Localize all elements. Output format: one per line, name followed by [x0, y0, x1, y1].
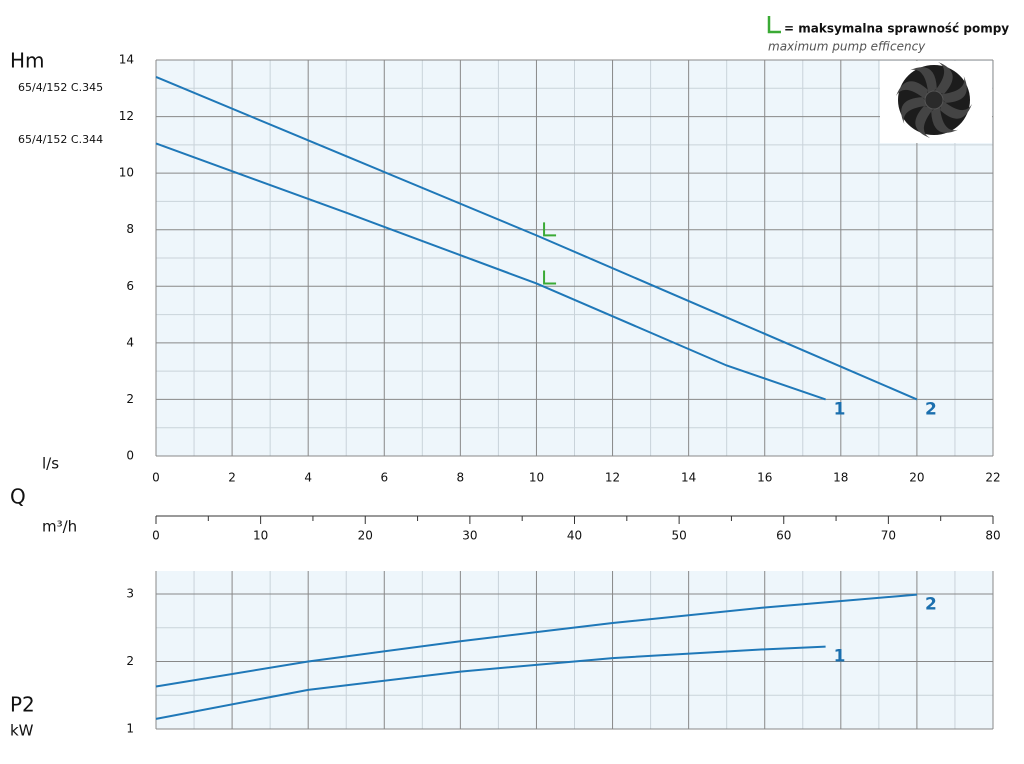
x-tick-label: 10 — [253, 529, 268, 543]
model-label: 65/4/152 C.344 — [18, 133, 103, 146]
impeller-hub — [924, 90, 944, 110]
series-label: 1 — [834, 399, 846, 419]
y-tick-label: 3 — [126, 586, 134, 600]
impeller-vane — [934, 62, 953, 94]
x-tick-label: 30 — [462, 529, 477, 543]
y-tick-label: 4 — [126, 335, 134, 349]
x-tick-label: 22 — [985, 471, 1000, 485]
y-tick-label: 2 — [126, 392, 134, 406]
axis-label: Q — [10, 485, 26, 509]
series-label: 2 — [925, 399, 937, 419]
x-tick-label: 18 — [833, 471, 848, 485]
curve — [155, 76, 918, 401]
efficiency-marker — [543, 270, 557, 285]
curve — [155, 645, 826, 720]
x-tick-label: 14 — [681, 471, 696, 485]
y-tick-label: 12 — [119, 109, 134, 123]
x-tick-label: 40 — [567, 529, 582, 543]
impeller-image — [896, 62, 972, 138]
x-tick-label: 16 — [757, 471, 772, 485]
y-unit: kW — [10, 722, 34, 740]
impeller-vane — [896, 81, 928, 100]
efficiency-symbol — [767, 16, 781, 34]
x-tick-label: 80 — [985, 529, 1000, 543]
x-tick-label: 8 — [457, 471, 465, 485]
efficiency-marker — [543, 222, 557, 237]
x-tick-label: 20 — [358, 529, 373, 543]
y-label: Hm — [10, 49, 45, 73]
y-tick-label: 2 — [126, 654, 134, 668]
legend-subtitle: maximum pump efficency — [768, 40, 926, 54]
series-label: 2 — [925, 595, 937, 615]
x-tick-label: 0 — [152, 471, 160, 485]
model-label: 65/4/152 C.345 — [18, 81, 103, 94]
y-label: P2 — [10, 693, 35, 717]
x-label: m³/h — [42, 518, 77, 536]
curve — [155, 593, 917, 688]
x-tick-label: 0 — [152, 529, 160, 543]
x-tick-label: 70 — [881, 529, 896, 543]
impeller-vane — [940, 100, 972, 119]
curve — [155, 142, 826, 401]
x-tick-label: 6 — [380, 471, 388, 485]
impeller-vane — [915, 106, 934, 138]
y-tick-label: 1 — [126, 722, 134, 736]
y-tick-label: 14 — [119, 53, 134, 67]
x-tick-label: 10 — [529, 471, 544, 485]
x-tick-label: 2 — [228, 471, 236, 485]
y-tick-label: 10 — [119, 166, 134, 180]
impeller-vane — [909, 67, 937, 95]
x-tick-label: 50 — [671, 529, 686, 543]
series-label: 1 — [834, 647, 846, 667]
y-tick-label: 8 — [126, 222, 134, 236]
x-tick-label: 12 — [605, 471, 620, 485]
x-tick-label: 60 — [776, 529, 791, 543]
legend-note: = maksymalna sprawność pompy — [784, 22, 1009, 36]
x-label: l/s — [42, 455, 59, 473]
impeller-vane — [901, 97, 929, 125]
impeller-vane — [931, 105, 959, 133]
y-tick-label: 6 — [126, 279, 134, 293]
y-tick-label: 0 — [126, 449, 134, 463]
x-tick-label: 4 — [304, 471, 312, 485]
impeller-vane — [939, 75, 967, 103]
x-tick-label: 20 — [909, 471, 924, 485]
